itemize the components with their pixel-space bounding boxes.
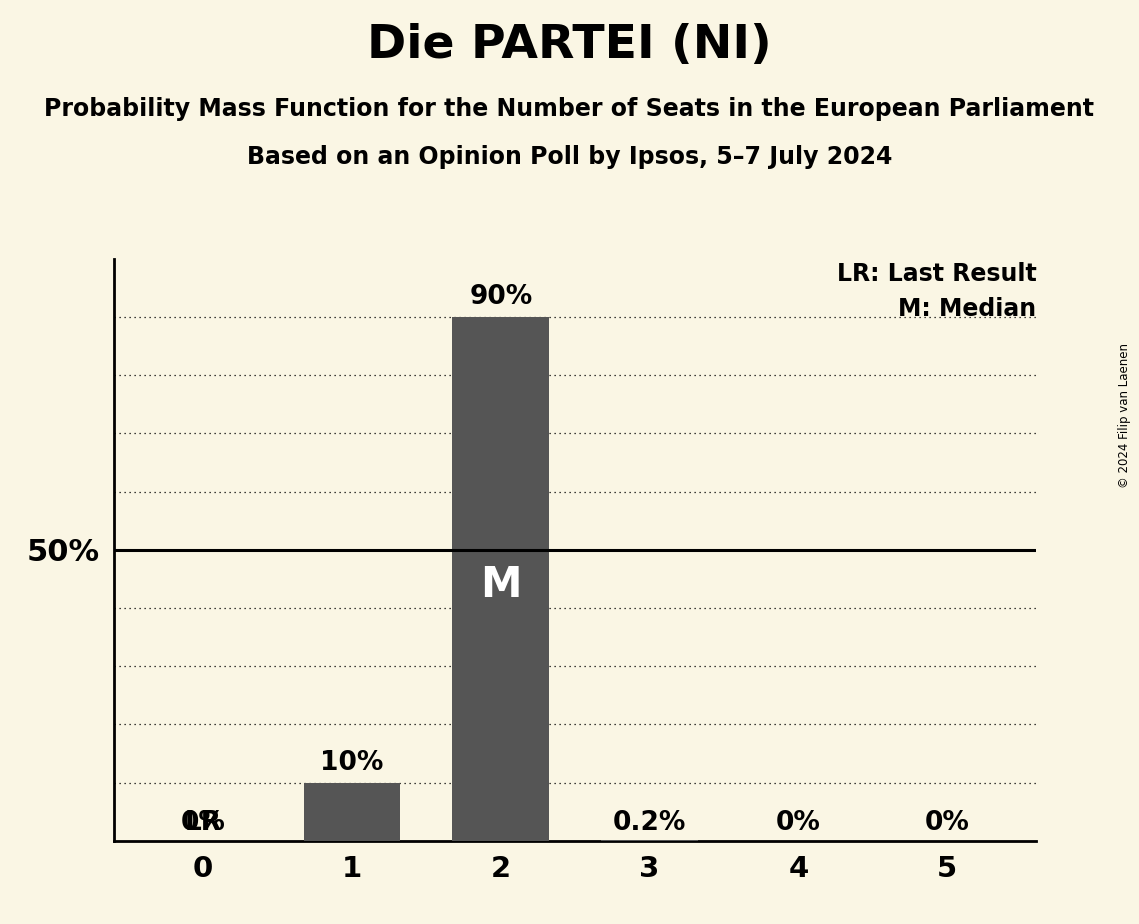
Text: 90%: 90% <box>469 284 532 310</box>
Text: 0%: 0% <box>181 810 226 836</box>
Text: © 2024 Filip van Laenen: © 2024 Filip van Laenen <box>1118 344 1131 488</box>
Text: Probability Mass Function for the Number of Seats in the European Parliament: Probability Mass Function for the Number… <box>44 97 1095 121</box>
Text: M: Median: M: Median <box>899 297 1036 321</box>
Bar <box>601 840 698 841</box>
Bar <box>304 783 400 841</box>
Text: 0.2%: 0.2% <box>613 810 687 836</box>
Text: 10%: 10% <box>320 749 384 775</box>
Text: M: M <box>480 564 522 606</box>
Text: 0%: 0% <box>776 810 821 836</box>
Text: LR: LR <box>185 810 222 836</box>
Bar <box>452 317 549 841</box>
Text: Based on an Opinion Poll by Ipsos, 5–7 July 2024: Based on an Opinion Poll by Ipsos, 5–7 J… <box>247 145 892 169</box>
Text: 0%: 0% <box>925 810 969 836</box>
Text: LR: Last Result: LR: Last Result <box>837 261 1036 286</box>
Text: Die PARTEI (NI): Die PARTEI (NI) <box>367 23 772 68</box>
